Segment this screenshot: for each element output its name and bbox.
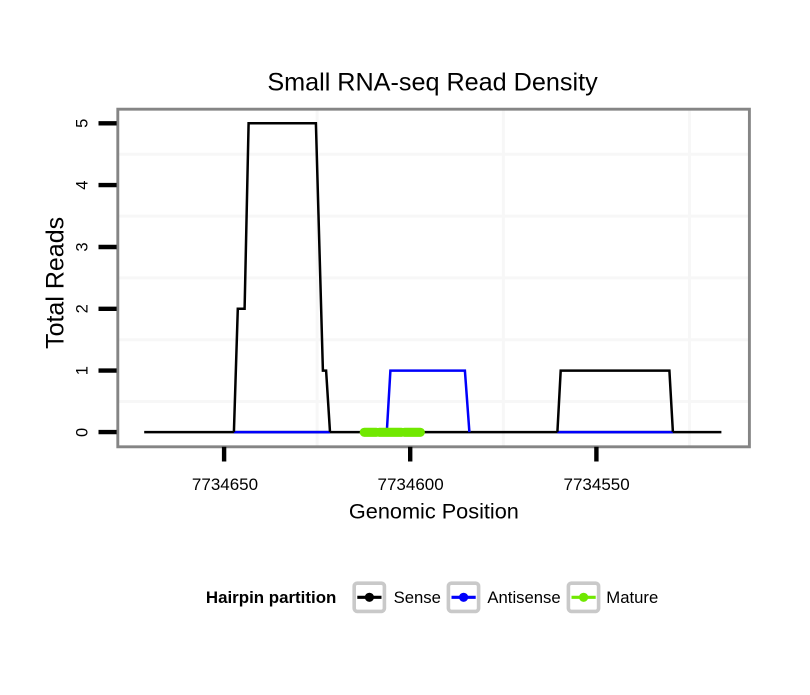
- svg-text:7734550: 7734550: [564, 475, 630, 494]
- svg-text:3: 3: [74, 242, 92, 251]
- svg-text:Antisense: Antisense: [487, 588, 560, 607]
- svg-text:Small RNA-seq Read Density: Small RNA-seq Read Density: [267, 69, 598, 97]
- svg-text:7734650: 7734650: [192, 475, 258, 494]
- svg-text:Mature: Mature: [606, 588, 658, 607]
- svg-text:1: 1: [74, 366, 92, 375]
- svg-text:2: 2: [74, 304, 92, 313]
- svg-text:Sense: Sense: [394, 588, 441, 607]
- svg-text:0: 0: [74, 428, 92, 437]
- svg-text:Genomic Position: Genomic Position: [349, 499, 519, 524]
- svg-text:5: 5: [74, 119, 92, 128]
- svg-text:7734600: 7734600: [378, 475, 444, 494]
- svg-text:4: 4: [74, 181, 92, 190]
- svg-text:Total Reads: Total Reads: [42, 217, 70, 349]
- svg-text:Hairpin partition: Hairpin partition: [206, 588, 336, 607]
